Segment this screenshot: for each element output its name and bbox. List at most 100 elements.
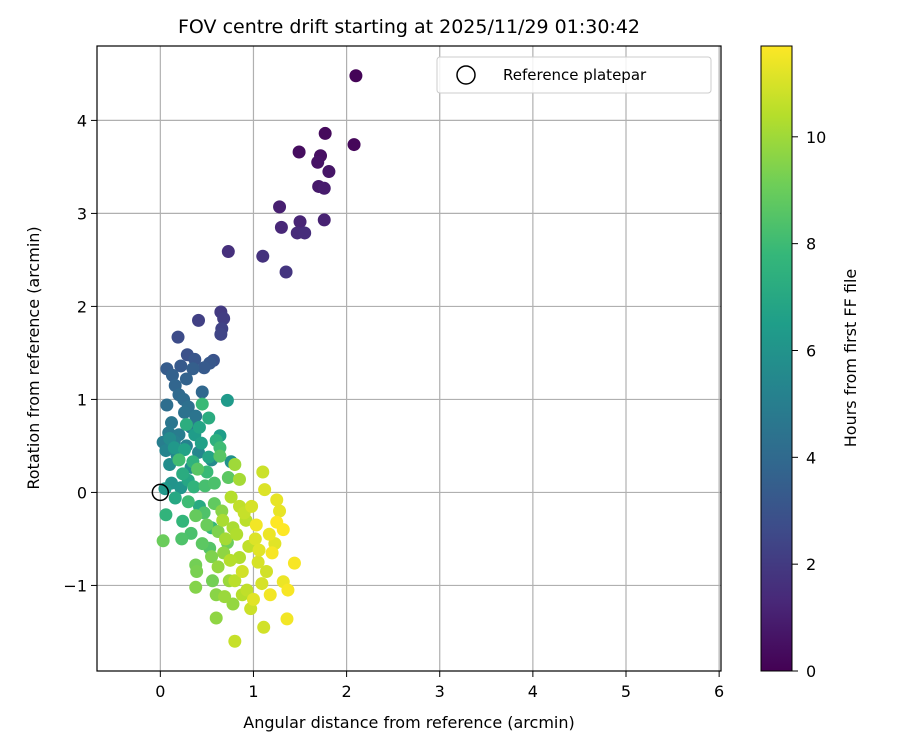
data-point xyxy=(255,577,269,591)
data-point xyxy=(256,249,270,263)
data-point xyxy=(159,508,173,522)
data-point xyxy=(202,450,216,464)
data-point xyxy=(191,462,205,476)
data-point xyxy=(256,465,270,479)
data-point xyxy=(189,509,203,523)
data-point xyxy=(202,411,216,425)
data-point xyxy=(240,583,254,597)
data-point xyxy=(311,155,325,169)
data-point xyxy=(194,436,208,450)
data-point xyxy=(213,449,227,463)
data-point xyxy=(197,361,211,375)
data-point xyxy=(200,518,214,532)
x-tick-label: 1 xyxy=(248,682,258,701)
legend-label: Reference platepar xyxy=(503,66,647,84)
data-point xyxy=(209,611,223,625)
y-axis-label: Rotation from reference (arcmin) xyxy=(24,226,43,489)
data-point xyxy=(293,215,307,229)
data-point xyxy=(189,580,203,594)
colorbar-tick-label: 4 xyxy=(806,448,816,467)
data-point xyxy=(211,560,225,574)
legend-marker xyxy=(456,65,476,85)
x-tick-label: 2 xyxy=(342,682,352,701)
data-point xyxy=(165,416,179,430)
data-point xyxy=(218,590,232,604)
data-point xyxy=(156,534,170,548)
data-point xyxy=(192,313,206,327)
data-point xyxy=(160,398,174,412)
y-axis-ticks: −1 0 1 2 3 4 xyxy=(63,111,97,595)
data-point xyxy=(246,592,260,606)
data-point xyxy=(219,532,233,546)
legend-box xyxy=(436,56,712,94)
data-point xyxy=(167,441,181,455)
data-point xyxy=(178,443,192,457)
data-point xyxy=(273,200,287,214)
data-point xyxy=(349,69,363,83)
data-point xyxy=(292,145,306,159)
x-tick-label: 0 xyxy=(155,682,165,701)
y-tick-label: 3 xyxy=(77,204,87,223)
data-point xyxy=(179,418,193,432)
data-points xyxy=(156,69,363,648)
data-point xyxy=(281,583,295,597)
plot-area: 0 1 2 3 4 5 6 −1 0 1 2 3 4 xyxy=(63,45,724,701)
y-tick-label: −1 xyxy=(63,576,87,595)
x-axis-label: Angular distance from reference (arcmin) xyxy=(243,713,574,732)
colorbar-tick-label: 2 xyxy=(806,555,816,574)
data-point xyxy=(176,514,190,528)
data-point xyxy=(179,372,193,386)
x-tick-label: 3 xyxy=(435,682,445,701)
data-point xyxy=(205,550,219,564)
data-point xyxy=(226,597,240,611)
reference-platepar-marker xyxy=(151,483,170,502)
data-point xyxy=(318,126,332,140)
data-point xyxy=(178,405,192,419)
data-point xyxy=(265,546,279,560)
data-point xyxy=(273,504,287,518)
data-point xyxy=(251,555,265,569)
data-point xyxy=(190,564,204,578)
x-tick-label: 4 xyxy=(528,682,538,701)
chart-title: FOV centre drift starting at 2025/11/29 … xyxy=(178,16,640,38)
data-point xyxy=(252,543,266,557)
data-point xyxy=(228,458,242,472)
data-point xyxy=(192,420,206,434)
data-point xyxy=(263,588,277,602)
data-point xyxy=(168,491,182,505)
data-point xyxy=(258,483,272,497)
data-point xyxy=(262,527,276,541)
colorbar-label: Hours from first FF file xyxy=(841,269,860,448)
colorbar-ticks: 0 2 4 6 8 10 xyxy=(792,128,826,681)
y-tick-label: 4 xyxy=(77,111,87,130)
data-point xyxy=(347,138,361,152)
data-point xyxy=(195,397,209,411)
colorbar-gradient xyxy=(760,45,793,672)
x-axis-ticks: 0 1 2 3 4 5 6 xyxy=(155,671,724,701)
data-point xyxy=(248,532,262,546)
data-point xyxy=(223,553,237,567)
y-tick-label: 0 xyxy=(77,483,87,502)
data-point xyxy=(230,527,244,541)
data-point xyxy=(270,493,284,507)
data-point xyxy=(216,513,230,527)
data-point xyxy=(257,620,271,634)
plot-frame xyxy=(96,45,722,672)
data-point xyxy=(224,490,238,504)
colorbar-tick-label: 10 xyxy=(806,128,826,147)
data-point xyxy=(260,564,274,578)
data-point xyxy=(221,471,235,485)
data-point xyxy=(235,564,249,578)
data-point xyxy=(274,220,288,234)
data-point xyxy=(232,472,246,486)
data-point xyxy=(205,574,219,588)
data-point xyxy=(217,312,231,326)
data-point xyxy=(189,409,203,423)
data-point xyxy=(175,532,189,546)
data-point xyxy=(174,359,188,373)
data-point xyxy=(176,467,190,481)
data-point xyxy=(228,634,242,648)
data-point xyxy=(287,556,301,570)
data-point xyxy=(221,245,235,259)
